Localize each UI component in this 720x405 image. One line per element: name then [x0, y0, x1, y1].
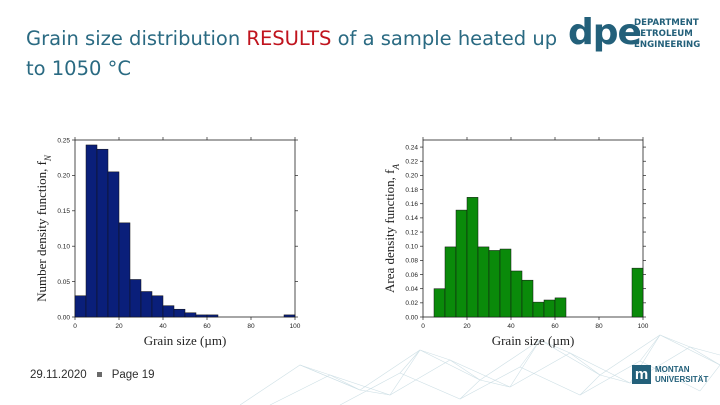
y-tick-label: 0.10: [405, 244, 418, 251]
histogram-bar: [206, 314, 219, 318]
background-mesh-decoration: [240, 334, 720, 405]
x-tick-label: 60: [203, 323, 211, 330]
histogram-bar: [195, 314, 208, 318]
montan-logo-text: MONTAN UNIVERSITÄT: [655, 365, 709, 384]
histogram-bar: [118, 222, 131, 318]
y-axis-label: Area density function, fA: [382, 164, 401, 293]
footer-page-number: Page 19: [111, 369, 155, 381]
x-tick-label: 40: [507, 323, 515, 330]
x-tick-label: 80: [595, 323, 603, 330]
y-tick-label: 0.24: [405, 144, 418, 151]
x-tick-label: 100: [638, 323, 649, 330]
x-tick-label: 20: [115, 323, 123, 330]
footer-date: 29.11.2020: [30, 369, 87, 381]
histogram-bar: [444, 246, 457, 318]
y-tick-label: 0.04: [405, 286, 418, 293]
histogram-bar: [466, 197, 479, 318]
histogram-bar: [85, 144, 98, 318]
histogram-bar: [455, 209, 468, 318]
x-tick-label: 80: [247, 323, 255, 330]
area-density-histogram: 0.00 0.02 0.04 0.06 0.08 0.10 0.12 0.14 0.16 0.18…: [378, 128, 658, 360]
y-tick-label: 0.05: [57, 279, 70, 286]
y-tick-label: 0.06: [405, 272, 418, 279]
y-tick-label: 0.25: [57, 137, 70, 144]
x-tick-label: 60: [551, 323, 559, 330]
montan-m-icon: m: [632, 365, 651, 384]
x-axis-label: Grain size (µm): [492, 333, 575, 348]
histogram-bar: [543, 299, 556, 318]
histogram-bar: [140, 291, 153, 318]
y-tick-label: 0.18: [405, 187, 418, 194]
x-tick-label: 20: [463, 323, 471, 330]
histogram-bar: [107, 171, 120, 318]
histogram-bar: [173, 308, 186, 318]
y-tick-label: 0.10: [57, 244, 70, 251]
number-density-histogram: 0.00 0.05 0.10 0.15 0.20 0.25 0 20 40 60 80 100 Grai…: [30, 128, 310, 360]
histogram-bar: [283, 314, 296, 318]
y-axis-label: Number density function, fN: [34, 154, 53, 302]
x-tick-label: 0: [421, 323, 425, 330]
x-axis-label: Grain size (µm): [144, 333, 227, 348]
footer-separator: [96, 372, 102, 377]
x-tick-label: 100: [290, 323, 301, 330]
histogram-bar: [521, 279, 534, 318]
slide-footer: 29.11.2020 Page 19: [30, 369, 155, 381]
y-tick-label: 0.20: [405, 173, 418, 180]
y-tick-label: 0.00: [405, 314, 418, 321]
y-tick-label: 0.20: [57, 173, 70, 180]
histogram-bar: [433, 288, 446, 318]
y-tick-label: 0.14: [405, 215, 418, 222]
y-tick-label: 0.16: [405, 201, 418, 208]
histogram-bar: [532, 301, 545, 318]
histogram-bar: [151, 295, 164, 318]
x-tick-label: 0: [73, 323, 77, 330]
x-tick-label: 40: [159, 323, 167, 330]
y-tick-label: 0.08: [405, 258, 418, 265]
histogram-bar: [554, 297, 567, 318]
histogram-bar: [477, 246, 490, 318]
y-tick-label: 0.22: [405, 159, 418, 166]
logo-department-text: DEPARTMENT PETROLEUM ENGINEERING: [634, 18, 701, 50]
dpe-logo: dpe DEPARTMENT PETROLEUM ENGINEERING: [568, 14, 708, 56]
y-tick-label: 0.00: [57, 314, 70, 321]
logo-mark: dpe: [568, 12, 642, 53]
number-density-chart-svg: 0.00 0.05 0.10 0.15 0.20 0.25 0 20 40 60 80 100 Grai…: [34, 137, 301, 348]
histogram-bar: [184, 312, 197, 318]
title-highlight: RESULTS: [246, 27, 332, 50]
slide-title: Grain size distribution RESULTS of a sam…: [26, 27, 558, 80]
histogram-bar: [96, 148, 109, 318]
histogram-bar: [488, 250, 501, 318]
histogram-bar: [129, 279, 142, 318]
histogram-bar: [631, 267, 644, 318]
y-tick-label: 0.12: [405, 229, 418, 236]
histogram-bar: [162, 305, 175, 318]
histogram-bar: [74, 295, 87, 318]
y-tick-label: 0.15: [57, 208, 70, 215]
y-tick-label: 0.02: [405, 300, 418, 307]
area-density-chart-svg: 0.00 0.02 0.04 0.06 0.08 0.10 0.12 0.14 0.16 0.18…: [382, 137, 649, 348]
histogram-bar: [499, 248, 512, 318]
montanuniversitaet-logo: m MONTAN UNIVERSITÄT: [632, 364, 712, 386]
histogram-bar: [510, 270, 523, 318]
